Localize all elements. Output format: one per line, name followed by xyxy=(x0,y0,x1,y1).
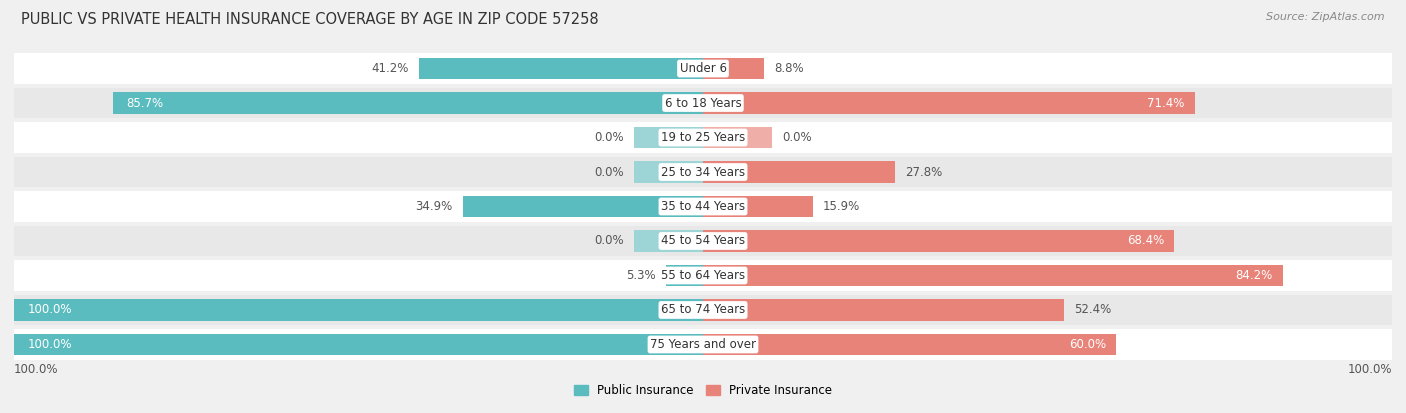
Text: 41.2%: 41.2% xyxy=(371,62,409,75)
Text: 0.0%: 0.0% xyxy=(595,235,624,247)
Legend: Public Insurance, Private Insurance: Public Insurance, Private Insurance xyxy=(569,379,837,401)
Text: PUBLIC VS PRIVATE HEALTH INSURANCE COVERAGE BY AGE IN ZIP CODE 57258: PUBLIC VS PRIVATE HEALTH INSURANCE COVER… xyxy=(21,12,599,27)
Text: 45 to 54 Years: 45 to 54 Years xyxy=(661,235,745,247)
Bar xyxy=(14,299,703,320)
Text: 0.0%: 0.0% xyxy=(595,131,624,144)
Text: 75 Years and over: 75 Years and over xyxy=(650,338,756,351)
Bar xyxy=(703,196,813,217)
Text: 100.0%: 100.0% xyxy=(14,363,59,376)
Bar xyxy=(14,260,1392,291)
Bar xyxy=(703,161,894,183)
Bar xyxy=(703,93,1195,114)
Text: 65 to 74 Years: 65 to 74 Years xyxy=(661,304,745,316)
Bar xyxy=(703,127,772,148)
Bar xyxy=(703,265,1284,286)
Text: 25 to 34 Years: 25 to 34 Years xyxy=(661,166,745,178)
Text: 27.8%: 27.8% xyxy=(905,166,942,178)
Bar xyxy=(463,196,703,217)
Bar xyxy=(14,334,703,355)
Text: 19 to 25 Years: 19 to 25 Years xyxy=(661,131,745,144)
Text: 6 to 18 Years: 6 to 18 Years xyxy=(665,97,741,109)
Text: 0.0%: 0.0% xyxy=(782,131,811,144)
Bar xyxy=(14,329,1392,360)
Bar xyxy=(703,58,763,79)
Bar xyxy=(14,191,1392,222)
Text: 71.4%: 71.4% xyxy=(1147,97,1185,109)
Text: 60.0%: 60.0% xyxy=(1069,338,1107,351)
Bar xyxy=(703,230,1174,252)
Bar xyxy=(634,161,703,183)
Bar xyxy=(419,58,703,79)
Bar xyxy=(14,53,1392,84)
Text: 5.3%: 5.3% xyxy=(627,269,657,282)
Text: 52.4%: 52.4% xyxy=(1074,304,1112,316)
Text: Source: ZipAtlas.com: Source: ZipAtlas.com xyxy=(1267,12,1385,22)
Bar xyxy=(666,265,703,286)
Text: 15.9%: 15.9% xyxy=(823,200,860,213)
Text: 8.8%: 8.8% xyxy=(773,62,804,75)
Bar xyxy=(703,334,1116,355)
Bar xyxy=(112,93,703,114)
Bar xyxy=(634,230,703,252)
Text: 84.2%: 84.2% xyxy=(1236,269,1272,282)
Bar xyxy=(703,299,1064,320)
Text: 0.0%: 0.0% xyxy=(595,166,624,178)
Text: 100.0%: 100.0% xyxy=(28,304,72,316)
Bar xyxy=(634,127,703,148)
Text: 100.0%: 100.0% xyxy=(1347,363,1392,376)
Bar xyxy=(14,122,1392,153)
Bar xyxy=(14,88,1392,118)
Text: 35 to 44 Years: 35 to 44 Years xyxy=(661,200,745,213)
Text: 100.0%: 100.0% xyxy=(28,338,72,351)
Text: 34.9%: 34.9% xyxy=(415,200,453,213)
Bar xyxy=(14,226,1392,256)
Text: 55 to 64 Years: 55 to 64 Years xyxy=(661,269,745,282)
Text: 68.4%: 68.4% xyxy=(1126,235,1164,247)
Text: Under 6: Under 6 xyxy=(679,62,727,75)
Bar xyxy=(14,157,1392,187)
Bar xyxy=(14,295,1392,325)
Text: 85.7%: 85.7% xyxy=(127,97,163,109)
